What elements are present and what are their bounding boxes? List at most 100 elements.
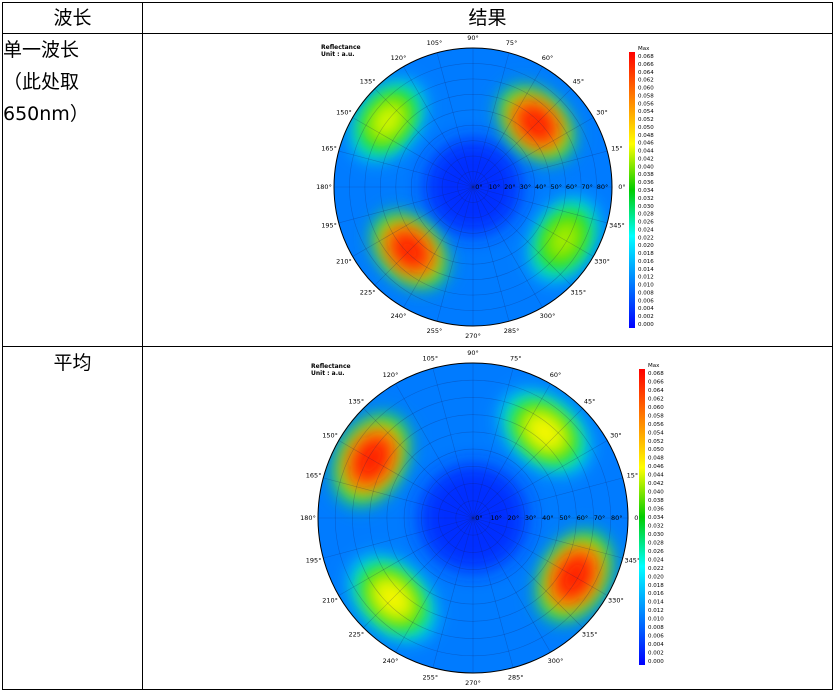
- hotspot-1: [373, 213, 447, 287]
- colorbar-tick: 0.052: [638, 117, 654, 123]
- row-average: 平均 0° 15° 30° 45° 60° 75° 90° 105° 120° 135° 150° 1…: [2, 346, 833, 690]
- angle-label: 330°: [594, 258, 610, 266]
- colorbar-tick: 0.008: [648, 625, 664, 631]
- colorbar-tick: 0.032: [648, 523, 664, 529]
- colorbar-tick: 0.060: [638, 86, 654, 92]
- angle-label: 30°: [610, 432, 622, 440]
- colorbar-tick: 0.024: [638, 227, 654, 233]
- hotspot-2: [353, 82, 423, 159]
- radial-label: 20°: [508, 514, 520, 522]
- colorbar-tick: 0.000: [648, 659, 664, 665]
- angle-label: 60°: [542, 54, 554, 62]
- hotspot-1: [538, 531, 611, 622]
- colorbar-tick: 0.048: [648, 456, 664, 462]
- colorbar-tick: 0.068: [638, 54, 654, 60]
- colorbar-tick: 0.020: [648, 574, 664, 580]
- chart-title: Reflectance: [311, 363, 351, 370]
- polar-border: [333, 47, 613, 327]
- angle-label: 45°: [584, 397, 596, 405]
- polar-grid: [334, 48, 612, 326]
- angle-label: 0°: [634, 514, 641, 522]
- angle-label: 300°: [548, 657, 564, 665]
- row-label-average: 平均: [2, 346, 143, 690]
- colorbar-tick: 0.014: [638, 267, 654, 273]
- colorbar-tick: 0.040: [648, 490, 664, 496]
- colorbar-tick: 0.034: [638, 188, 654, 194]
- angle-label: 165°: [321, 144, 337, 152]
- colorbar-tick: 0.022: [648, 566, 664, 572]
- angle-label: 210°: [322, 597, 338, 605]
- colorbar-tick: 0.038: [648, 498, 664, 504]
- chart-subtitle: Unit : a.u.: [321, 51, 355, 58]
- polar-heatmap-average: 0° 15° 30° 45° 60° 75° 90° 105° 120° 135° 150° 165°…: [300, 349, 664, 687]
- angle-label: 225°: [360, 288, 376, 296]
- colorbar-max-label: Max: [648, 363, 660, 369]
- colorbar-tick: 0.052: [648, 439, 664, 445]
- angle-label: 75°: [510, 355, 522, 363]
- angle-label: 285°: [508, 673, 524, 681]
- angle-label: 255°: [422, 673, 438, 681]
- label-line: 650nm）: [3, 103, 89, 125]
- colorbar-tick: 0.008: [638, 290, 654, 296]
- center-low: [418, 463, 528, 573]
- hotspot-3: [351, 557, 434, 640]
- colorbar-tick: 0.058: [638, 93, 654, 99]
- colorbar-tick: 0.054: [648, 430, 664, 436]
- colorbar-tick: 0.056: [648, 422, 664, 428]
- colorbar-tick: 0.000: [638, 322, 654, 328]
- angle-label: 30°: [596, 109, 608, 117]
- angle-label: 345°: [609, 222, 625, 230]
- angle-label: 315°: [582, 631, 598, 639]
- radial-label: 40°: [535, 183, 547, 191]
- colorbar-tick: 0.028: [648, 540, 664, 546]
- angle-label: 195°: [306, 557, 322, 565]
- colorbar-tick: 0.068: [648, 371, 664, 377]
- colorbar-tick: 0.032: [638, 196, 654, 202]
- hotspot-0: [335, 414, 408, 505]
- hotspot-layer: [391, 232, 428, 269]
- chart-subtitle: Unit : a.u.: [311, 370, 345, 377]
- radial-label: 10°: [490, 514, 502, 522]
- colorbar-tick: 0.004: [638, 306, 654, 312]
- angle-label: 300°: [540, 312, 556, 320]
- angle-label: 150°: [322, 432, 338, 440]
- colorbar-tick: 0.058: [648, 413, 664, 419]
- colorbar-tick: 0.030: [648, 532, 664, 538]
- radial-label: 60°: [566, 183, 578, 191]
- colorbar-tick: 0.042: [648, 481, 664, 487]
- center-low: [424, 138, 522, 236]
- colorbar-tick: 0.020: [638, 243, 654, 249]
- row-label-single: 单一波长 （此处取 650nm）: [2, 33, 143, 347]
- angle-label: 135°: [360, 78, 376, 86]
- angle-label: 270°: [465, 332, 481, 340]
- chart-title: Reflectance: [321, 44, 361, 51]
- colorbar-tick: 0.018: [648, 583, 664, 589]
- radial-label: 10°: [489, 183, 501, 191]
- angle-label: 90°: [467, 349, 479, 357]
- colorbar-tick: 0.034: [648, 515, 664, 521]
- hotspot-layer: [370, 101, 405, 140]
- angle-label: 210°: [336, 258, 352, 266]
- hotspot-layer: [518, 105, 555, 142]
- colorbar-tick: 0.016: [638, 259, 654, 265]
- polar-heatmap-single: 0° 15° 30° 45° 60° 75° 90° 105° 120° 135° 150° 165°…: [316, 34, 654, 340]
- hotspot-0: [499, 87, 573, 161]
- hotspot-3: [531, 199, 597, 280]
- colorbar-tick: 0.060: [648, 405, 664, 411]
- colorbar-tick: 0.036: [638, 180, 654, 186]
- colorbar-max-label: Max: [638, 46, 650, 52]
- angle-label: 225°: [348, 631, 364, 639]
- angle-label: 285°: [504, 327, 520, 335]
- hotspot-layer: [353, 437, 390, 482]
- plot-cell-single: 0° 15° 30° 45° 60° 75° 90° 105° 120° 135° 150° 165°…: [142, 33, 833, 347]
- colorbar-tick: 0.044: [648, 473, 664, 479]
- label-line: （此处取: [3, 71, 80, 93]
- colorbar-tick: 0.004: [648, 642, 664, 648]
- radial-label: 80°: [597, 183, 609, 191]
- colorbar-tick: 0.022: [638, 235, 654, 241]
- angle-label: 105°: [422, 355, 438, 363]
- angle-label: 135°: [348, 397, 364, 405]
- colorbar-tick: 0.012: [638, 275, 654, 281]
- radial-label: 30°: [525, 514, 537, 522]
- colorbar-tick: 0.050: [648, 447, 664, 453]
